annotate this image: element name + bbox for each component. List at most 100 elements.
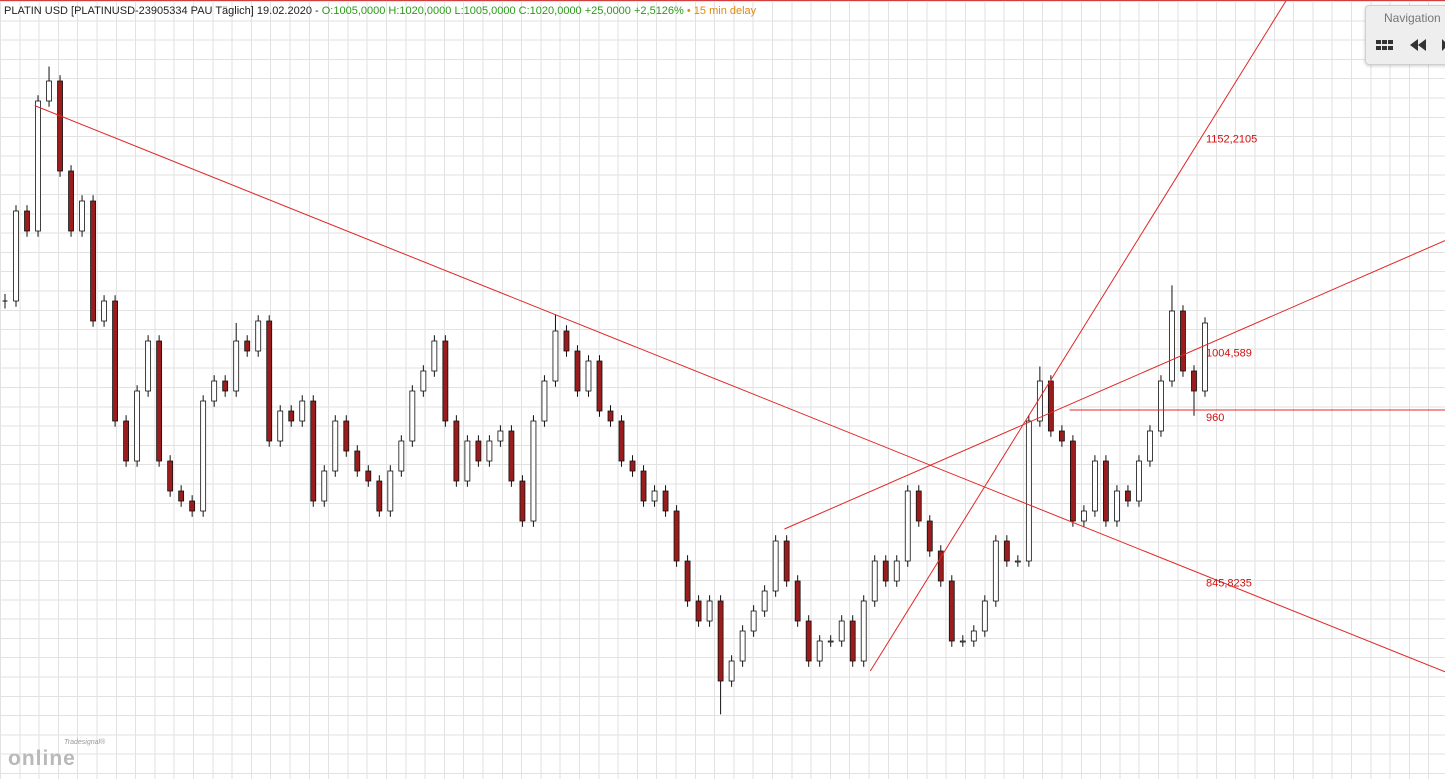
candle-body xyxy=(1069,440,1076,522)
candle-body xyxy=(266,320,273,442)
candle-body xyxy=(497,430,504,442)
candle-body xyxy=(750,610,757,632)
candle-body xyxy=(1136,460,1142,502)
trend-line-label: 845,8235 xyxy=(1206,577,1252,589)
candle-body xyxy=(871,560,878,602)
candle-body xyxy=(684,560,691,602)
grid-button[interactable] xyxy=(1376,40,1393,50)
candle-body xyxy=(992,540,999,602)
candle-body xyxy=(706,600,713,622)
logo-text: online xyxy=(8,747,76,770)
candle-body xyxy=(629,460,636,472)
candle-body xyxy=(519,480,526,522)
candle-body xyxy=(904,490,911,562)
candle-body xyxy=(112,300,118,422)
candle-body xyxy=(442,340,449,422)
candle-body xyxy=(321,470,328,502)
trend-line xyxy=(34,105,1445,673)
candle-body xyxy=(332,420,339,472)
candle-body xyxy=(728,660,735,682)
candle-body xyxy=(717,600,724,682)
candle-body xyxy=(46,80,52,102)
candle-body xyxy=(838,620,845,642)
logo: Tradesignal® online xyxy=(8,739,108,771)
candle-body xyxy=(761,590,768,612)
candle-body xyxy=(1103,460,1109,522)
candle-body xyxy=(508,430,515,482)
candle-body xyxy=(673,510,680,562)
candle-body xyxy=(1147,430,1153,462)
candle-body xyxy=(68,170,74,232)
candle-body xyxy=(1202,322,1208,392)
candle-body xyxy=(233,340,240,392)
candle-body xyxy=(365,470,372,482)
candle-body xyxy=(618,420,625,462)
candle-body xyxy=(255,320,262,352)
candle-body xyxy=(860,600,867,662)
candle-body xyxy=(937,550,944,582)
candle-body xyxy=(1025,420,1032,562)
candle-body xyxy=(893,560,900,582)
candle-body xyxy=(1114,490,1120,522)
candle-body xyxy=(739,630,746,662)
ohlc-summary: O:1005,0000 H:1020,0000 L:1005,0000 C:10… xyxy=(321,5,684,17)
candle-body xyxy=(244,340,251,352)
candle-body xyxy=(1047,380,1054,432)
candle-body xyxy=(299,400,306,422)
candle-body xyxy=(79,200,85,232)
candle-body xyxy=(431,340,438,372)
candle-body xyxy=(530,420,537,522)
candle-body xyxy=(354,450,361,472)
candle-body xyxy=(1125,490,1131,502)
candle-body xyxy=(343,420,350,452)
candle-body xyxy=(420,370,427,392)
candle-body xyxy=(13,210,19,302)
candle-body xyxy=(1058,430,1065,442)
trend-line xyxy=(784,240,1445,530)
candle-body xyxy=(970,630,977,642)
forward-button[interactable] xyxy=(1442,39,1445,51)
candle-body xyxy=(607,410,614,422)
candle-body xyxy=(123,420,130,462)
candle-body xyxy=(1080,510,1087,522)
rewind-button[interactable] xyxy=(1410,39,1426,51)
candle-body xyxy=(1003,540,1010,562)
candle-body xyxy=(772,540,779,592)
candle-body xyxy=(409,390,416,442)
candle-body xyxy=(695,600,702,622)
candle-body xyxy=(1169,310,1175,382)
candle-body xyxy=(959,640,966,643)
candle-body xyxy=(57,80,63,172)
candle-body xyxy=(827,640,834,643)
candle-body xyxy=(398,440,405,472)
candle-body xyxy=(134,390,141,462)
candle-body xyxy=(596,360,603,412)
candle-body xyxy=(310,400,317,502)
candle-body xyxy=(849,620,856,662)
candle-body xyxy=(222,380,229,392)
candle-body xyxy=(574,350,581,392)
candle-body xyxy=(387,470,394,512)
instrument-title: PLATIN USD [PLATINUSD-23905334 PAU Tägli… xyxy=(4,5,319,17)
candle-body xyxy=(200,400,207,512)
candle-body xyxy=(464,440,471,482)
candle-body xyxy=(376,480,383,512)
candle-body xyxy=(277,410,284,442)
candle-body xyxy=(288,410,295,422)
candle-body xyxy=(24,210,30,232)
candle-body xyxy=(783,540,790,582)
candle-body xyxy=(189,500,196,512)
candle-body xyxy=(1092,460,1098,512)
navigation-buttons xyxy=(1376,39,1445,51)
candle-body xyxy=(101,300,107,322)
candle-body xyxy=(640,470,647,502)
candle-body xyxy=(486,440,493,462)
delay-note: • 15 min delay xyxy=(686,5,757,17)
candle-body xyxy=(35,100,41,232)
candle-body xyxy=(552,330,559,382)
chart-header: PLATIN USD [PLATINUSD-23905334 PAU Tägli… xyxy=(4,5,756,17)
candle-body xyxy=(585,360,592,392)
candle-body xyxy=(1180,310,1186,372)
